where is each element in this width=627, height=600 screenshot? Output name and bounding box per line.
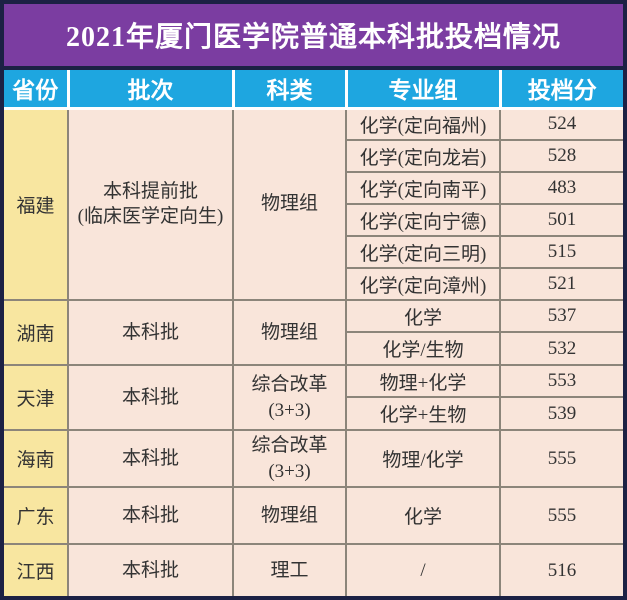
score-cell: 553 (499, 364, 624, 398)
column-header-major-group: 专业组 (344, 68, 502, 110)
score-cell: 539 (499, 396, 624, 431)
category-name: 综合改革 (251, 373, 328, 395)
table-row: 福建 本科提前批 (临床医学定向生) 物理组 化学(定向福州) 524 (3, 107, 624, 301)
batch-name: 本科提前批 (102, 180, 198, 202)
category-cell: 物理组 (232, 107, 347, 301)
score-cell: 555 (499, 486, 624, 545)
major-group-cell: 化学(定向南平) (345, 171, 501, 205)
province-cell: 湖南 (3, 299, 69, 366)
batch-cell: 本科批 (67, 364, 234, 431)
page-title: 2021年厦门医学院普通本科批投档情况 (4, 4, 623, 66)
category-name: 物理组 (260, 504, 318, 526)
major-group-cell: 化学(定向三明) (345, 235, 501, 269)
category-cell: 物理组 (232, 486, 347, 545)
major-group-cell: / (345, 543, 501, 597)
score-cell: 537 (499, 299, 624, 333)
category-name: 物理组 (260, 321, 318, 343)
batch-name: 本科批 (121, 447, 179, 469)
score-cell: 555 (499, 429, 624, 488)
admission-table: 省份 批次 科类 专业组 投档分 福建 本科提前批 (临床医学定向生) 物理组 … (2, 68, 625, 597)
score-cell: 528 (499, 139, 624, 173)
major-group-cell: 化学 (345, 486, 501, 545)
major-group-cell: 物理/化学 (345, 429, 501, 488)
category-note: (3+3) (268, 399, 311, 421)
table-row: 广东 本科批 物理组 化学 555 (3, 486, 624, 545)
score-cell: 521 (499, 267, 624, 301)
category-cell: 综合改革 (3+3) (232, 429, 347, 488)
major-group-cell: 化学/生物 (345, 331, 501, 366)
column-header-category: 科类 (231, 68, 348, 110)
table-row: 江西 本科批 理工 / 516 (3, 543, 624, 597)
province-cell: 广东 (3, 486, 69, 545)
province-cell: 天津 (3, 364, 69, 431)
batch-cell: 本科提前批 (临床医学定向生) (67, 107, 234, 301)
score-cell: 524 (499, 107, 624, 141)
batch-cell: 本科批 (67, 543, 234, 597)
batch-cell: 本科批 (67, 486, 234, 545)
table-row: 湖南 本科批 物理组 化学 537 (3, 299, 624, 366)
table-row: 天津 本科批 综合改革 (3+3) 物理+化学 553 (3, 364, 624, 431)
score-cell: 516 (499, 543, 624, 597)
major-group-cell: 化学(定向龙岩) (345, 139, 501, 173)
major-group-cell: 化学(定向福州) (345, 107, 501, 141)
province-cell: 福建 (3, 107, 69, 301)
major-group-cell: 物理+化学 (345, 364, 501, 398)
batch-name: 本科批 (121, 321, 179, 343)
batch-name: 本科批 (121, 386, 179, 408)
column-header-score: 投档分 (498, 68, 625, 110)
table-row: 海南 本科批 综合改革 (3+3) 物理/化学 555 (3, 429, 624, 488)
batch-cell: 本科批 (67, 429, 234, 488)
header-row: 省份 批次 科类 专业组 投档分 (2, 68, 625, 110)
score-cell: 483 (499, 171, 624, 205)
major-group-cell: 化学(定向宁德) (345, 203, 501, 237)
major-group-cell: 化学+生物 (345, 396, 501, 431)
province-cell: 海南 (3, 429, 69, 488)
major-group-cell: 化学 (345, 299, 501, 333)
batch-name: 本科批 (121, 559, 179, 581)
category-cell: 理工 (232, 543, 347, 597)
table-row: 化学(定向龙岩) 528 (4, 139, 624, 173)
table-row: 化学(定向南平) 483 (4, 171, 624, 205)
batch-cell: 本科批 (67, 299, 234, 366)
column-header-province: 省份 (2, 68, 70, 110)
score-cell: 501 (499, 203, 624, 237)
province-cell: 江西 (3, 543, 69, 597)
batch-note: (临床医学定向生) (77, 206, 224, 228)
category-name: 综合改革 (251, 434, 328, 456)
category-name: 物理组 (260, 193, 318, 215)
table-row: 化学+生物 539 (4, 396, 624, 431)
table-row: 化学(定向三明) 515 (4, 235, 624, 269)
table-row: 化学(定向宁德) 501 (4, 203, 624, 237)
category-name: 理工 (270, 559, 309, 581)
score-cell: 532 (499, 331, 624, 366)
table-row: 化学(定向漳州) 521 (4, 267, 624, 301)
score-cell: 515 (499, 235, 624, 269)
table-row: 化学/生物 532 (4, 331, 624, 366)
category-cell: 物理组 (232, 299, 347, 366)
category-cell: 综合改革 (3+3) (232, 364, 347, 431)
batch-name: 本科批 (121, 504, 179, 526)
major-group-cell: 化学(定向漳州) (345, 267, 501, 301)
category-note: (3+3) (268, 460, 311, 482)
column-header-batch: 批次 (66, 68, 235, 110)
